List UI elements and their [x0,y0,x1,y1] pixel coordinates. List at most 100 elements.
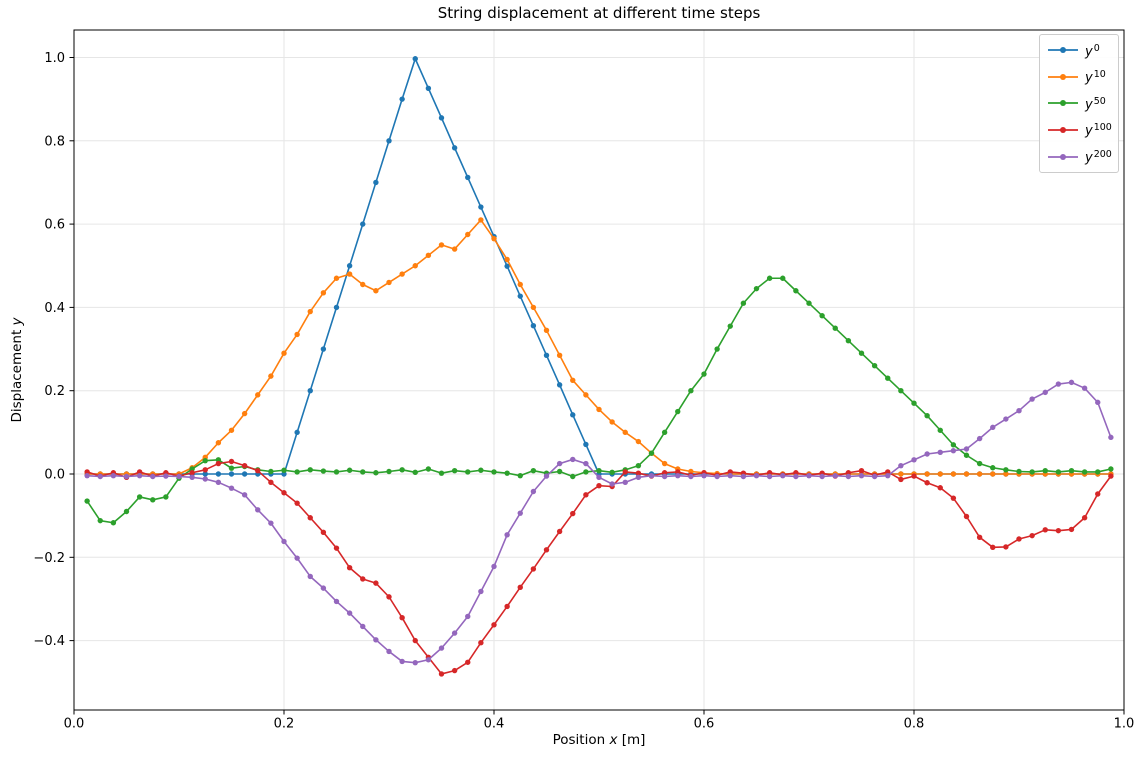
marker-y10 [255,392,261,398]
marker-y100 [1095,491,1101,497]
marker-y200 [1055,381,1062,387]
marker-y50 [150,497,156,503]
legend-sample-y0 [1048,47,1078,54]
chart-title: String displacement at different time st… [437,4,761,22]
marker-y10 [504,256,510,263]
x-axis-label: Position x [m] [552,732,646,748]
marker-y50 [661,429,668,436]
series-y50 [84,275,1114,526]
marker-y0 [281,471,287,477]
marker-y50 [425,466,432,472]
marker-y100 [504,603,510,610]
marker-y50 [281,467,287,473]
marker-y200 [570,456,576,463]
marker-y10 [583,392,589,398]
marker-y50 [268,468,274,475]
marker-y10 [320,290,327,296]
marker-y100 [399,615,405,621]
marker-y10 [950,471,957,477]
legend-label-y0: y0 [1085,42,1100,59]
marker-y10 [661,460,668,467]
y-tick-label: 0.6 [44,218,65,233]
series-line-y200 [86,381,1112,664]
marker-y10 [976,471,983,477]
marker-y10 [543,327,550,334]
marker-y0 [360,221,366,227]
marker-y50 [346,467,353,473]
marker-y200 [661,473,668,480]
marker-y0 [399,96,405,102]
marker-y10 [438,242,445,248]
marker-y0 [570,412,576,418]
marker-y100 [228,458,235,465]
marker-y200 [727,472,733,479]
marker-y200 [622,479,628,486]
marker-y100 [360,576,366,582]
marker-y200 [766,473,773,480]
marker-y100 [950,495,957,501]
marker-y200 [189,474,195,481]
marker-y200 [780,472,786,479]
marker-y200 [123,473,130,480]
marker-y200 [937,449,943,456]
gridlines [73,30,1125,710]
marker-y100 [241,462,248,469]
marker-y10 [570,377,576,383]
marker-y200 [346,610,353,616]
marker-y50 [675,408,681,415]
marker-y10 [294,331,300,338]
marker-y200 [333,598,340,605]
marker-y200 [1042,389,1048,396]
marker-y200 [806,472,812,479]
marker-y50 [727,323,733,329]
marker-y10 [346,271,353,277]
marker-y200 [898,462,904,469]
marker-y10 [898,471,904,477]
legend-sample-y100 [1048,127,1078,134]
marker-y50 [990,465,996,471]
marker-y200 [963,446,970,452]
marker-y200 [517,510,523,516]
marker-y50 [858,350,865,356]
marker-y10 [478,217,484,223]
marker-y0 [333,304,340,311]
marker-y50 [333,469,340,475]
marker-y50 [1003,467,1009,473]
y-tick-label: 0.0 [44,468,65,483]
marker-y200 [583,460,589,467]
marker-y50 [294,469,300,475]
marker-y200 [688,473,694,480]
marker-y50 [189,466,195,472]
marker-y10 [215,440,222,446]
marker-y50 [163,494,169,500]
marker-y100 [465,659,471,665]
marker-y50 [806,300,812,306]
marker-y200 [1081,385,1088,391]
marker-y50 [701,371,707,377]
legend-label-y10: y10 [1085,69,1106,86]
marker-y100 [727,469,733,475]
marker-y50 [360,469,366,475]
marker-y200 [990,424,996,431]
marker-y10 [622,429,628,436]
marker-y100 [202,467,208,473]
marker-y10 [596,406,602,413]
marker-y0 [425,85,432,92]
series-y0 [84,56,1114,477]
marker-y200 [478,588,484,595]
marker-y0 [478,204,484,210]
marker-y50 [845,338,852,344]
marker-y100 [346,565,353,571]
marker-y50 [963,452,970,458]
marker-y200 [386,648,392,655]
marker-y200 [924,451,930,457]
marker-y50 [1081,469,1088,475]
marker-y50 [1095,469,1101,475]
marker-y200 [1003,416,1009,422]
marker-y100 [596,482,602,489]
marker-y100 [937,485,943,491]
marker-y10 [228,427,235,433]
x-tick-label: 1.0 [1114,717,1135,732]
y-tick-label: 0.8 [44,134,65,149]
